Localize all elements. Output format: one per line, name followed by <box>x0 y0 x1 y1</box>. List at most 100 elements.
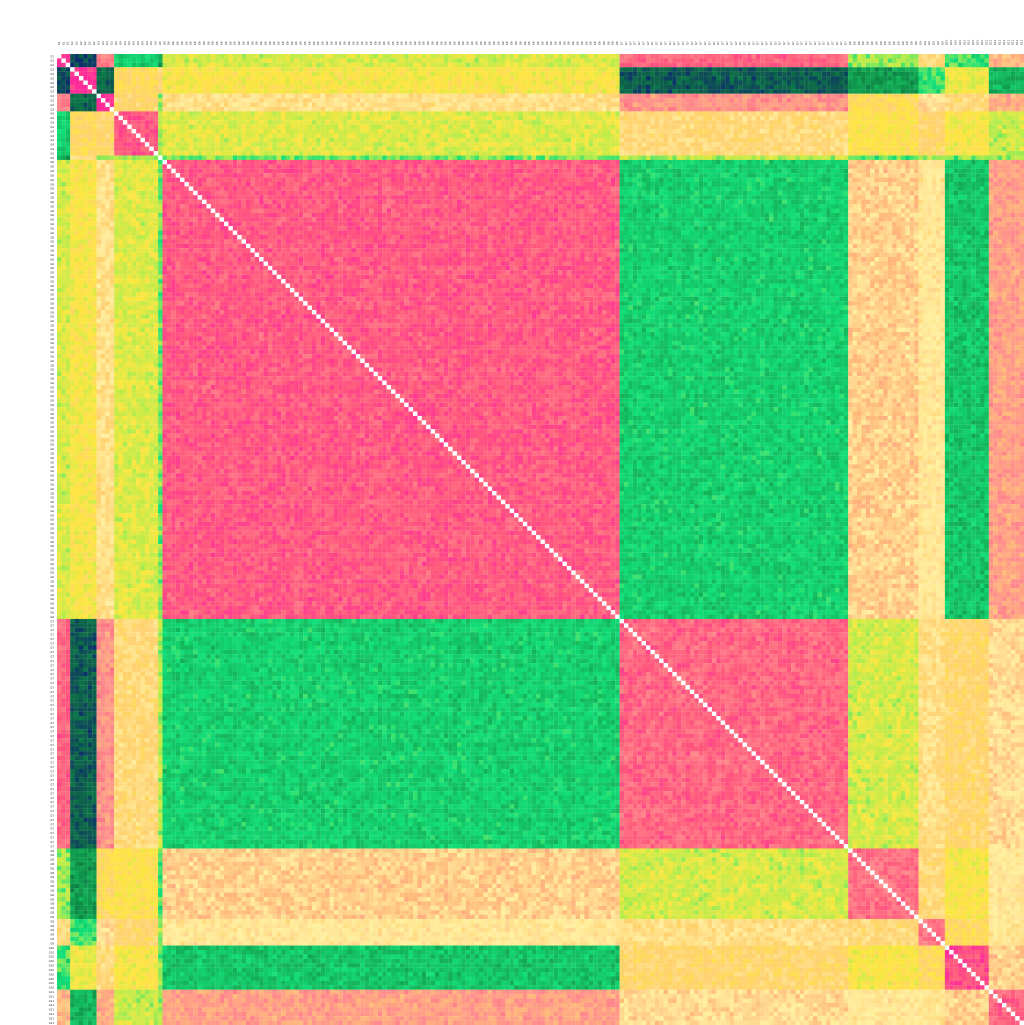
heatmap-cell <box>176 54 180 58</box>
x-tick-label: G10 <box>962 39 966 45</box>
x-tick-label: G6 <box>576 41 580 45</box>
x-tick-label: G2 <box>92 41 96 45</box>
heatmap-cell <box>75 54 79 58</box>
heatmap-cell <box>905 54 909 58</box>
heatmap-cell <box>206 58 210 62</box>
heatmap-cell <box>791 54 795 58</box>
heatmap-cell <box>633 54 637 58</box>
heatmap-cell <box>79 58 83 62</box>
x-tick-label: G7 <box>633 41 637 45</box>
heatmap-cell <box>184 54 188 58</box>
heatmap-cell <box>290 54 294 58</box>
heatmap-cell <box>158 54 162 58</box>
heatmap-cell <box>976 54 980 58</box>
x-tick-label: G7 <box>707 41 711 45</box>
x-tick-label: G6 <box>593 41 597 45</box>
x-tick-label: G7 <box>747 41 751 45</box>
heatmap-cell <box>795 54 799 58</box>
x-tick-label: G11 <box>997 39 1001 45</box>
x-tick-label: G11 <box>989 39 993 45</box>
heatmap-cell <box>466 54 470 58</box>
y-tick-label: G6 <box>50 275 54 279</box>
y-tick-label: G6 <box>50 403 54 407</box>
y-tick-label: G6 <box>50 301 54 305</box>
heatmap-cell <box>422 54 426 58</box>
x-tick-label: G6 <box>523 41 527 45</box>
y-tick-label: G9 <box>50 924 54 928</box>
heatmap-cell <box>246 58 250 62</box>
x-tick-label: G6 <box>426 41 430 45</box>
heatmap-cell <box>954 54 958 58</box>
x-tick-label: G6 <box>246 41 250 45</box>
y-tick-label: G6 <box>50 368 54 372</box>
heatmap-cell <box>220 58 224 62</box>
x-tick-label: G6 <box>250 41 254 45</box>
heatmap-cell <box>347 54 351 58</box>
heatmap-cell <box>184 58 188 62</box>
y-tick-label: G2 <box>50 68 54 72</box>
heatmap-cell <box>61 58 65 62</box>
y-tick-label: G6 <box>50 346 54 350</box>
x-tick-label: G6 <box>316 41 320 45</box>
x-tick-label: G6 <box>184 41 188 45</box>
x-tick-label: G6 <box>615 41 619 45</box>
y-tick-label: G7 <box>50 650 54 654</box>
heatmap-cell <box>888 54 892 58</box>
heatmap-cell <box>413 54 417 58</box>
y-tick-label: G6 <box>50 505 54 509</box>
y-tick-label: G6 <box>50 588 54 592</box>
x-tick-label: G8 <box>874 41 878 45</box>
y-tick-label: G6 <box>50 615 54 619</box>
y-tick-label: G6 <box>50 491 54 495</box>
x-tick-label: G6 <box>457 41 461 45</box>
y-tick-label: G7 <box>50 672 54 676</box>
y-tick-label: G7 <box>50 760 54 764</box>
y-tick-label: G2 <box>50 85 54 89</box>
heatmap-cell <box>246 54 250 58</box>
heatmap-cell <box>250 54 254 58</box>
heatmap-cell <box>576 54 580 58</box>
x-tick-label: G7 <box>830 41 834 45</box>
x-tick-label: G6 <box>202 41 206 45</box>
y-tick-label: G6 <box>50 531 54 535</box>
x-tick-label: G6 <box>281 41 285 45</box>
heatmap-cell <box>712 54 716 58</box>
y-tick-label: G6 <box>50 359 54 363</box>
y-tick-label: G6 <box>50 540 54 544</box>
x-tick-label: G6 <box>558 41 562 45</box>
heatmap-cell <box>681 54 685 58</box>
x-tick-label: G6 <box>162 41 166 45</box>
heatmap-cell <box>162 54 166 58</box>
y-tick-label: G7 <box>50 756 54 760</box>
heatmap-cell <box>57 54 61 58</box>
x-tick-label: G7 <box>655 41 659 45</box>
heatmap-cell <box>127 54 131 58</box>
y-tick-label: G6 <box>50 209 54 213</box>
x-tick-label: G6 <box>360 41 364 45</box>
y-tick-label: G6 <box>50 469 54 473</box>
heatmap-cell <box>567 54 571 58</box>
heatmap-cell <box>778 54 782 58</box>
y-tick-label: G6 <box>50 372 54 376</box>
x-tick-label: G6 <box>448 41 452 45</box>
y-tick-label: G2 <box>50 81 54 85</box>
x-tick-label: G9 <box>936 41 940 45</box>
x-tick-label: G6 <box>466 41 470 45</box>
x-tick-label: G5 <box>158 41 162 45</box>
y-tick-label: G7 <box>50 836 54 840</box>
y-tick-label: G7 <box>50 663 54 667</box>
heatmap-cell <box>822 54 826 58</box>
x-tick-label: G6 <box>584 41 588 45</box>
heatmap-cell <box>299 54 303 58</box>
heatmap-cell <box>316 54 320 58</box>
y-tick-label: G10 <box>49 968 55 972</box>
y-tick-label: G8 <box>50 893 54 897</box>
heatmap-cell <box>114 58 118 62</box>
heatmap-cell <box>316 58 320 62</box>
heatmap-cell <box>272 54 276 58</box>
heatmap-cell <box>497 54 501 58</box>
y-tick-label: G6 <box>50 518 54 522</box>
x-tick-label: G6 <box>536 41 540 45</box>
y-tick-label: G8 <box>50 897 54 901</box>
y-tick-label: G10 <box>49 972 55 976</box>
